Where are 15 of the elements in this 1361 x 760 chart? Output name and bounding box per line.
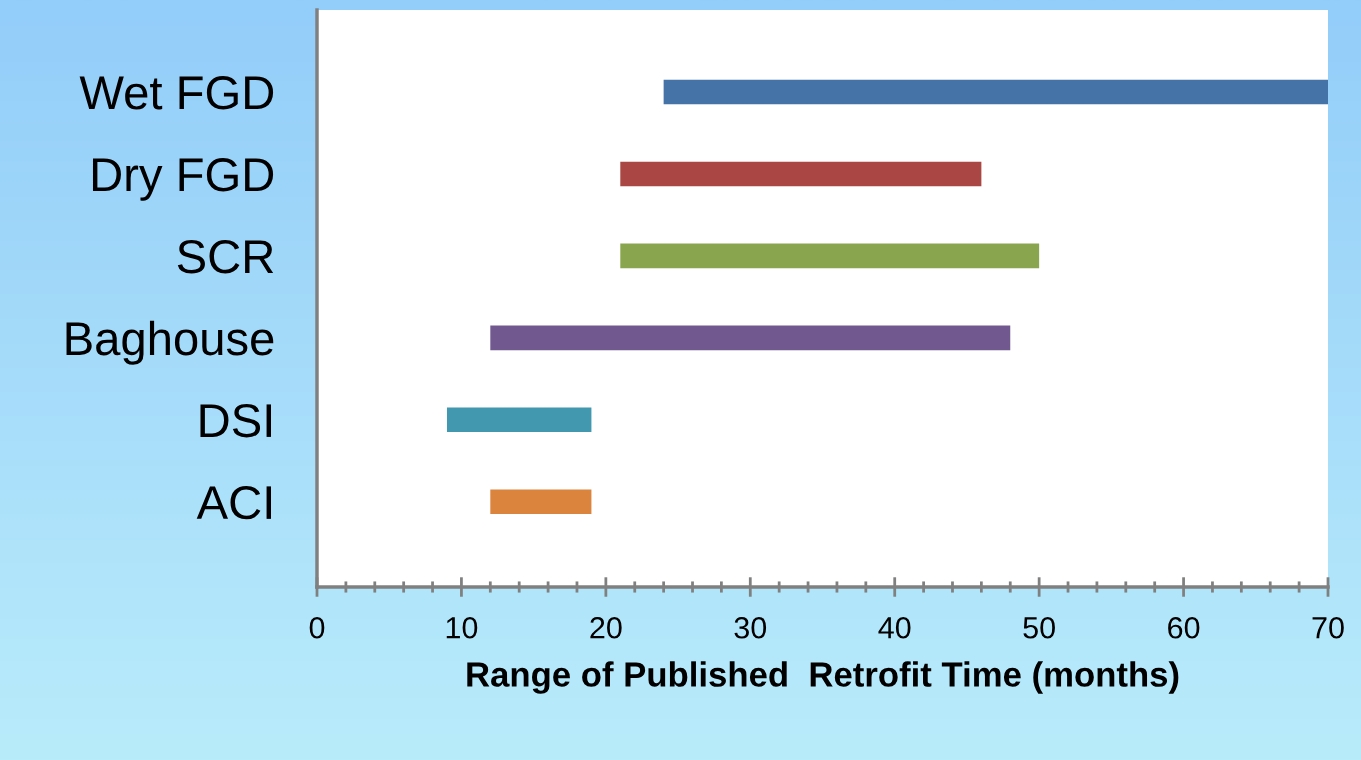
x-tick-label: 30 <box>734 616 767 639</box>
x-tick-label: 50 <box>1023 616 1055 639</box>
x-tick-label: 20 <box>590 616 622 639</box>
y-tick-label: Dry FGD <box>92 158 274 201</box>
x-tick-label: 10 <box>446 616 478 639</box>
y-tick-label: Wet FGD <box>79 76 274 110</box>
y-tick-label: DSI <box>200 403 271 438</box>
x-tick-label: 0 <box>309 616 325 639</box>
y-tick-label: SCR <box>177 240 274 274</box>
x-tick-label: 70 <box>1312 616 1344 639</box>
y-tick-label: ACI <box>196 485 271 520</box>
x-tick-label: 60 <box>1168 616 1200 639</box>
x-axis-title: Range of Published Retrofit Time (months) <box>467 661 1179 694</box>
y-tick-label: Baghouse <box>66 320 274 365</box>
x-tick-label: 40 <box>878 616 911 639</box>
